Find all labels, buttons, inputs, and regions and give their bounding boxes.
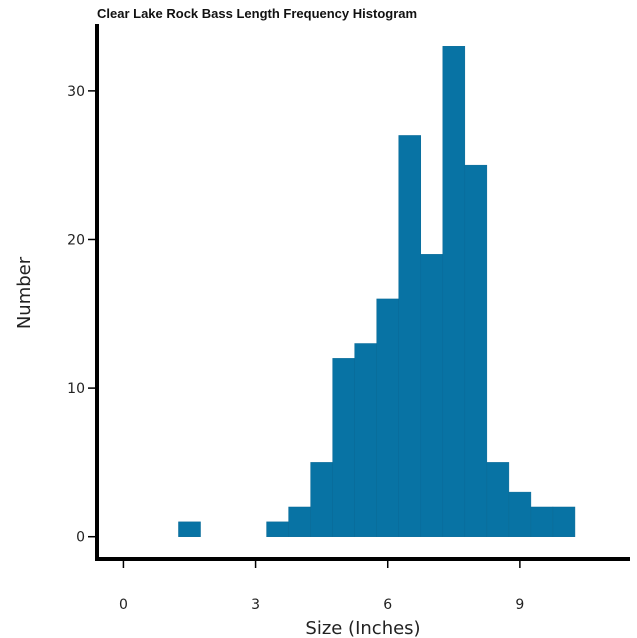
- x-axis-label: Size (Inches): [305, 618, 420, 638]
- y-tick-label: 10: [67, 381, 85, 397]
- histogram-bar: [530, 506, 554, 537]
- y-tick-label: 0: [76, 530, 85, 546]
- histogram-bar: [178, 521, 201, 537]
- histogram-bar: [552, 506, 576, 537]
- histogram-bar: [354, 343, 377, 537]
- chart-title: Clear Lake Rock Bass Length Frequency Hi…: [97, 6, 417, 21]
- bars-group: [178, 46, 576, 537]
- histogram-bar: [288, 506, 311, 537]
- histogram-bar: [398, 135, 422, 537]
- histogram-bar: [332, 358, 355, 537]
- x-ticks-group: 0 3 6 9: [119, 561, 524, 613]
- histogram-bar: [486, 462, 510, 537]
- y-ticks-group: 0 10 20 30: [67, 84, 95, 546]
- histogram-bar: [376, 298, 399, 537]
- histogram-bar: [442, 46, 466, 537]
- histogram-bar: [464, 164, 488, 537]
- y-tick-label: 30: [67, 84, 85, 100]
- x-tick-label: 3: [251, 597, 260, 613]
- x-tick-label: 0: [119, 597, 128, 613]
- histogram-bar: [508, 491, 532, 537]
- histogram-bar: [310, 462, 333, 537]
- histogram-bar: [266, 521, 289, 537]
- y-tick-label: 20: [67, 232, 85, 248]
- histogram-bar: [420, 254, 444, 537]
- y-axis-label: Number: [14, 256, 35, 329]
- x-tick-label: 6: [383, 597, 392, 613]
- x-tick-label: 9: [515, 597, 524, 613]
